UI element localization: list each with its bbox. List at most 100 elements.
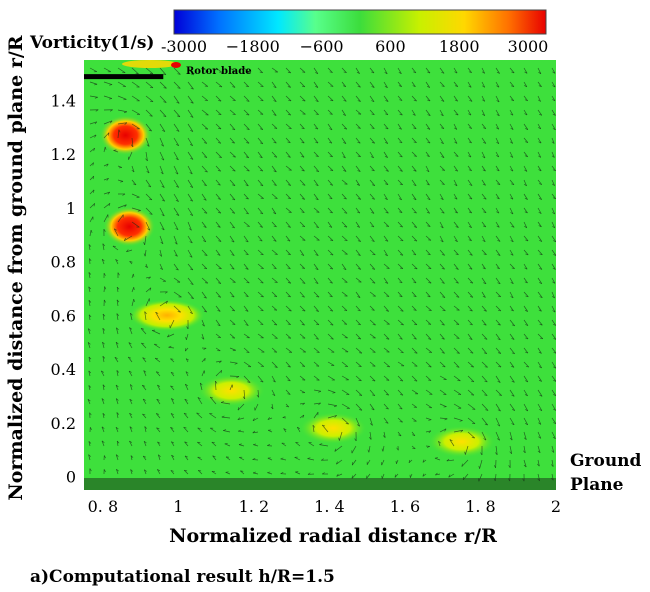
velocity-arrow-head	[537, 450, 541, 454]
velocity-arrow	[355, 235, 361, 242]
velocity-arrow	[170, 470, 175, 475]
velocity-arrow-head	[129, 261, 133, 263]
velocity-arrow	[299, 414, 305, 419]
velocity-arrow-head	[343, 323, 347, 325]
velocity-arrow	[481, 431, 487, 441]
velocity-arrow-head	[232, 184, 236, 186]
velocity-arrow	[173, 221, 179, 230]
velocity-arrow	[89, 162, 94, 167]
velocity-arrow	[243, 347, 250, 353]
velocity-arrow-head	[184, 441, 188, 444]
velocity-arrow	[495, 375, 501, 383]
velocity-arrow	[211, 471, 217, 475]
velocity-arrow-head	[218, 113, 222, 116]
velocity-arrow-head	[470, 352, 474, 354]
velocity-arrow	[313, 81, 319, 88]
velocity-arrow	[467, 109, 472, 116]
x-tick-label: 1. 4	[314, 497, 345, 516]
velocity-arrow-head	[273, 239, 277, 242]
x-tick-label: 1. 6	[390, 497, 421, 516]
velocity-arrow-head	[440, 142, 444, 145]
velocity-arrow-head	[246, 170, 250, 172]
velocity-arrow	[355, 151, 361, 157]
velocity-arrow-head	[287, 393, 291, 395]
velocity-arrow-head	[287, 379, 291, 382]
velocity-arrow	[201, 357, 206, 363]
velocity-arrow-head	[170, 358, 174, 360]
velocity-arrow-head	[497, 424, 501, 427]
velocity-arrow	[509, 305, 514, 312]
velocity-arrow	[215, 347, 221, 352]
velocity-arrow-head	[103, 228, 106, 232]
velocity-arrow	[481, 151, 486, 159]
velocity-arrow	[243, 235, 249, 243]
velocity-arrow	[271, 375, 276, 383]
velocity-arrow-head	[167, 334, 170, 338]
velocity-arrow-head	[440, 240, 444, 243]
velocity-arrow-head	[524, 394, 528, 397]
velocity-arrow	[341, 277, 348, 283]
velocity-arrow	[355, 193, 361, 200]
velocity-arrow-head	[110, 120, 113, 124]
velocity-arrow	[479, 459, 483, 469]
velocity-arrow-head	[384, 197, 388, 200]
velocity-arrow	[411, 417, 417, 422]
velocity-arrow	[509, 319, 516, 327]
velocity-arrow	[425, 67, 431, 74]
velocity-arrow-head	[285, 405, 289, 408]
velocity-arrow-head	[175, 268, 179, 271]
velocity-arrow	[397, 207, 403, 213]
velocity-arrow-head	[106, 178, 109, 181]
velocity-arrow-head	[454, 240, 458, 242]
velocity-arrow-head	[198, 470, 202, 472]
velocity-arrow	[453, 305, 460, 311]
velocity-arrow	[102, 384, 105, 391]
velocity-arrow-head	[385, 211, 389, 214]
velocity-arrow	[271, 361, 278, 368]
velocity-arrow-head	[524, 71, 528, 74]
velocity-arrow-head	[552, 197, 556, 200]
velocity-arrow	[509, 137, 513, 144]
velocity-arrow	[453, 375, 461, 382]
velocity-arrow-head	[371, 211, 375, 214]
velocity-arrow	[425, 361, 432, 368]
velocity-arrow	[145, 179, 152, 188]
velocity-arrow-head	[109, 109, 113, 112]
velocity-arrow-head	[538, 169, 542, 172]
velocity-arrow	[509, 445, 513, 454]
velocity-arrow	[481, 193, 487, 200]
velocity-arrow	[397, 67, 402, 74]
velocity-arrow	[438, 441, 441, 447]
velocity-arrow	[495, 67, 500, 74]
velocity-arrow	[537, 249, 543, 255]
velocity-arrow	[143, 441, 147, 447]
velocity-arrow	[313, 319, 320, 326]
velocity-arrow-head	[273, 170, 277, 173]
velocity-arrow-head	[260, 323, 264, 325]
velocity-arrow	[101, 259, 105, 265]
velocity-arrow-head	[525, 239, 529, 242]
velocity-arrow	[481, 221, 487, 228]
velocity-arrow-head	[238, 443, 242, 445]
velocity-arrow-head	[345, 423, 349, 425]
velocity-arrow-head	[301, 127, 305, 130]
colorbar-gradient	[174, 10, 546, 34]
blade-tip-vortex-core	[171, 62, 181, 68]
velocity-arrow	[101, 398, 105, 405]
velocity-arrow	[201, 235, 207, 242]
velocity-arrow-head	[497, 380, 501, 383]
velocity-arrow-head	[427, 127, 431, 130]
velocity-arrow-head	[190, 283, 194, 285]
velocity-arrow-head	[525, 423, 528, 426]
velocity-arrow-head	[482, 99, 485, 102]
velocity-arrow-head	[163, 73, 167, 76]
velocity-arrow	[243, 333, 250, 339]
velocity-arrow	[481, 123, 487, 129]
velocity-arrow	[183, 470, 189, 475]
velocity-arrow-head	[398, 72, 402, 75]
velocity-arrow-head	[454, 211, 458, 214]
velocity-arrow	[411, 151, 417, 157]
velocity-arrow	[157, 441, 161, 447]
velocity-arrow	[159, 179, 165, 188]
velocity-arrow-head	[468, 226, 472, 228]
